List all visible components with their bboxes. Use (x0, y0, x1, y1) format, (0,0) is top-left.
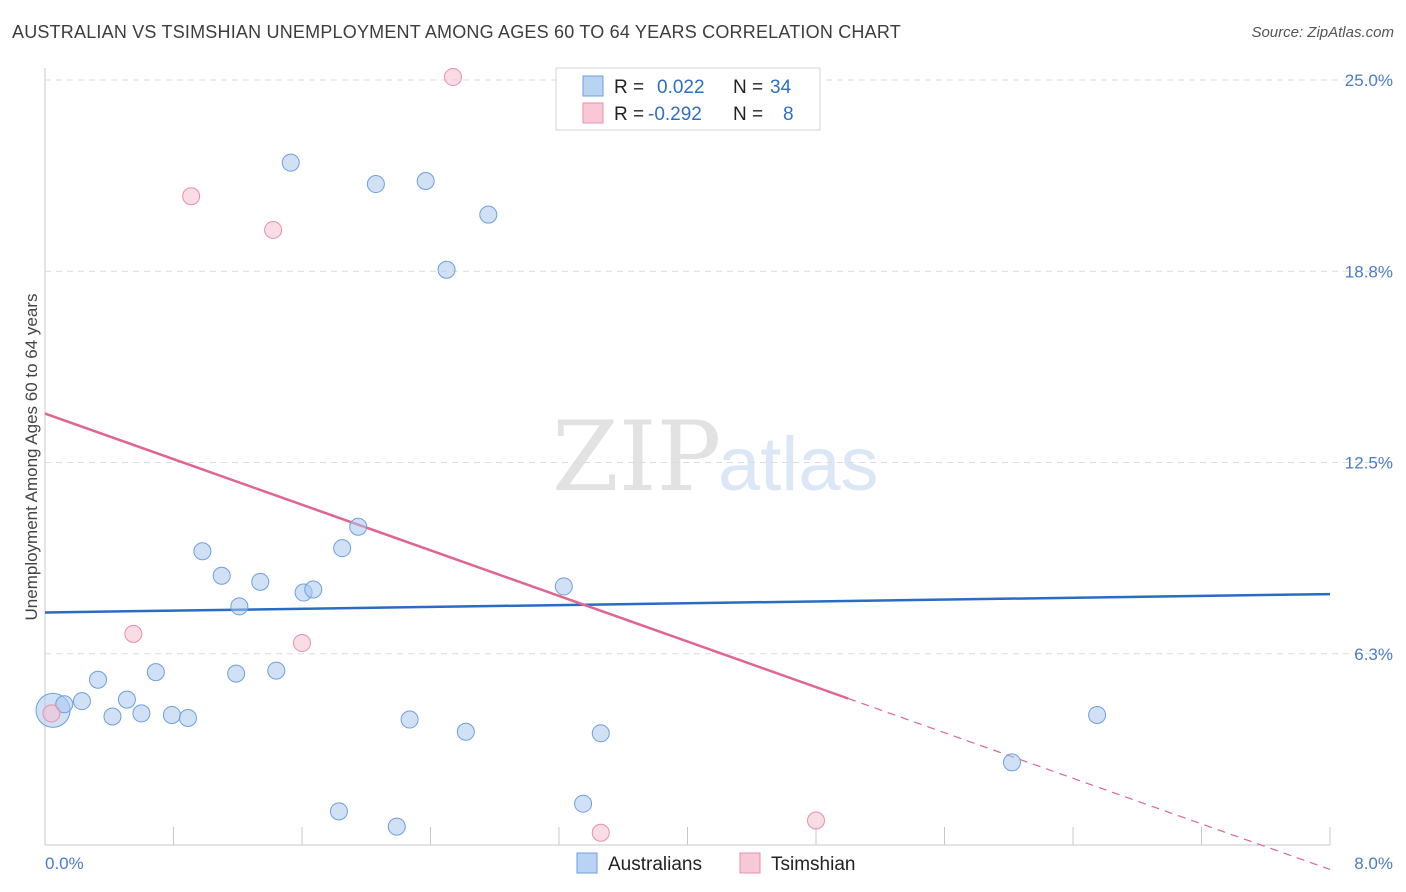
x-tick-labels: 0.0% 8.0% (45, 854, 1393, 873)
point-australians-16 (281, 153, 300, 172)
x-tick-label-0: 0.0% (45, 854, 84, 873)
point-australians-5 (117, 690, 136, 709)
legend-r-label-australians: R = (614, 77, 644, 98)
point-australians-11 (212, 566, 231, 585)
point-australians-18 (304, 580, 323, 599)
chart-source: Source: ZipAtlas.com (1251, 24, 1394, 41)
top-legend: R = 0.022 N = 34 R = -0.292 N = 8 (555, 67, 821, 131)
point-australians-4 (103, 707, 122, 726)
trend-line-tsimshian-extrapolated (847, 697, 1331, 871)
point-tsimshian-2 (182, 187, 201, 206)
x-tick-label-1: 8.0% (1354, 854, 1393, 873)
point-australians-3 (89, 670, 108, 689)
point-australians-21 (349, 517, 368, 536)
legend-n-value-tsimshian: 8 (783, 104, 794, 125)
point-australians-30 (574, 794, 593, 813)
legend-n-label-australians: N = (733, 77, 763, 98)
point-australians-12 (227, 664, 246, 683)
bottom-legend-label-australians: Australians (608, 854, 702, 875)
point-australians-32 (1002, 753, 1021, 772)
legend-n-label-tsimshian: N = (733, 104, 763, 125)
point-tsimshian-7 (807, 811, 825, 830)
point-australians-27 (456, 722, 475, 741)
point-australians-13 (230, 597, 249, 616)
point-australians-14 (251, 572, 270, 591)
point-australians-2 (72, 692, 91, 711)
y-tick-label-0: 6.3% (1354, 645, 1393, 664)
point-australians-33 (1088, 705, 1107, 724)
point-australians-8 (162, 705, 181, 724)
point-australians-9 (178, 709, 197, 728)
legend-swatch-australians (582, 75, 604, 97)
point-australians-26 (437, 260, 456, 279)
grid-lines (45, 79, 1390, 655)
point-tsimshian-5 (443, 67, 462, 86)
chart-title: AUSTRALIAN VS TSIMSHIAN UNEMPLOYMENT AMO… (12, 22, 901, 42)
legend-r-value-australians: 0.022 (657, 77, 705, 98)
point-australians-22 (366, 175, 385, 194)
y-tick-label-1: 12.5% (1345, 454, 1393, 473)
data-points (35, 67, 1107, 842)
point-tsimshian-3 (264, 220, 283, 239)
point-australians-23 (387, 817, 406, 836)
watermark-atlas: atlas (718, 422, 879, 507)
point-australians-20 (333, 539, 352, 558)
point-tsimshian-1 (124, 624, 143, 643)
watermark-zip: ZIP (552, 401, 721, 513)
point-australians-6 (132, 704, 151, 723)
point-tsimshian-6 (591, 823, 610, 842)
point-australians-19 (329, 802, 348, 821)
point-australians-10 (193, 542, 212, 561)
point-tsimshian-0 (42, 704, 61, 723)
point-australians-29 (554, 577, 573, 596)
trend-lines (44, 412, 1331, 871)
point-australians-15 (267, 661, 286, 680)
legend-n-value-australians: 34 (770, 77, 792, 98)
bottom-legend-swatch-australians (576, 852, 598, 874)
point-australians-24 (400, 710, 419, 729)
legend-r-label-tsimshian: R = (614, 104, 644, 125)
trend-line-tsimshian (44, 412, 849, 700)
point-australians-7 (146, 663, 165, 682)
point-australians-28 (479, 205, 498, 224)
legend-swatch-tsimshian (582, 102, 604, 124)
bottom-legend: Australians Tsimshian (576, 852, 855, 875)
point-australians-31 (591, 724, 610, 743)
legend-r-value-tsimshian: -0.292 (648, 104, 702, 125)
y-tick-label-3: 25.0% (1345, 71, 1393, 90)
point-tsimshian-4 (293, 634, 311, 653)
trend-line-australians (44, 592, 1331, 614)
point-australians-25 (416, 171, 435, 190)
point-australians-1 (55, 695, 74, 714)
bottom-legend-label-tsimshian: Tsimshian (771, 854, 855, 875)
y-axis-label: Unemployment Among Ages 60 to 64 years (22, 294, 41, 621)
watermark: ZIP atlas (552, 401, 879, 513)
bottom-legend-swatch-tsimshian (739, 852, 761, 874)
y-tick-labels: 6.3% 12.5% 18.8% 25.0% (1345, 71, 1393, 664)
y-tick-label-2: 18.8% (1345, 262, 1393, 281)
